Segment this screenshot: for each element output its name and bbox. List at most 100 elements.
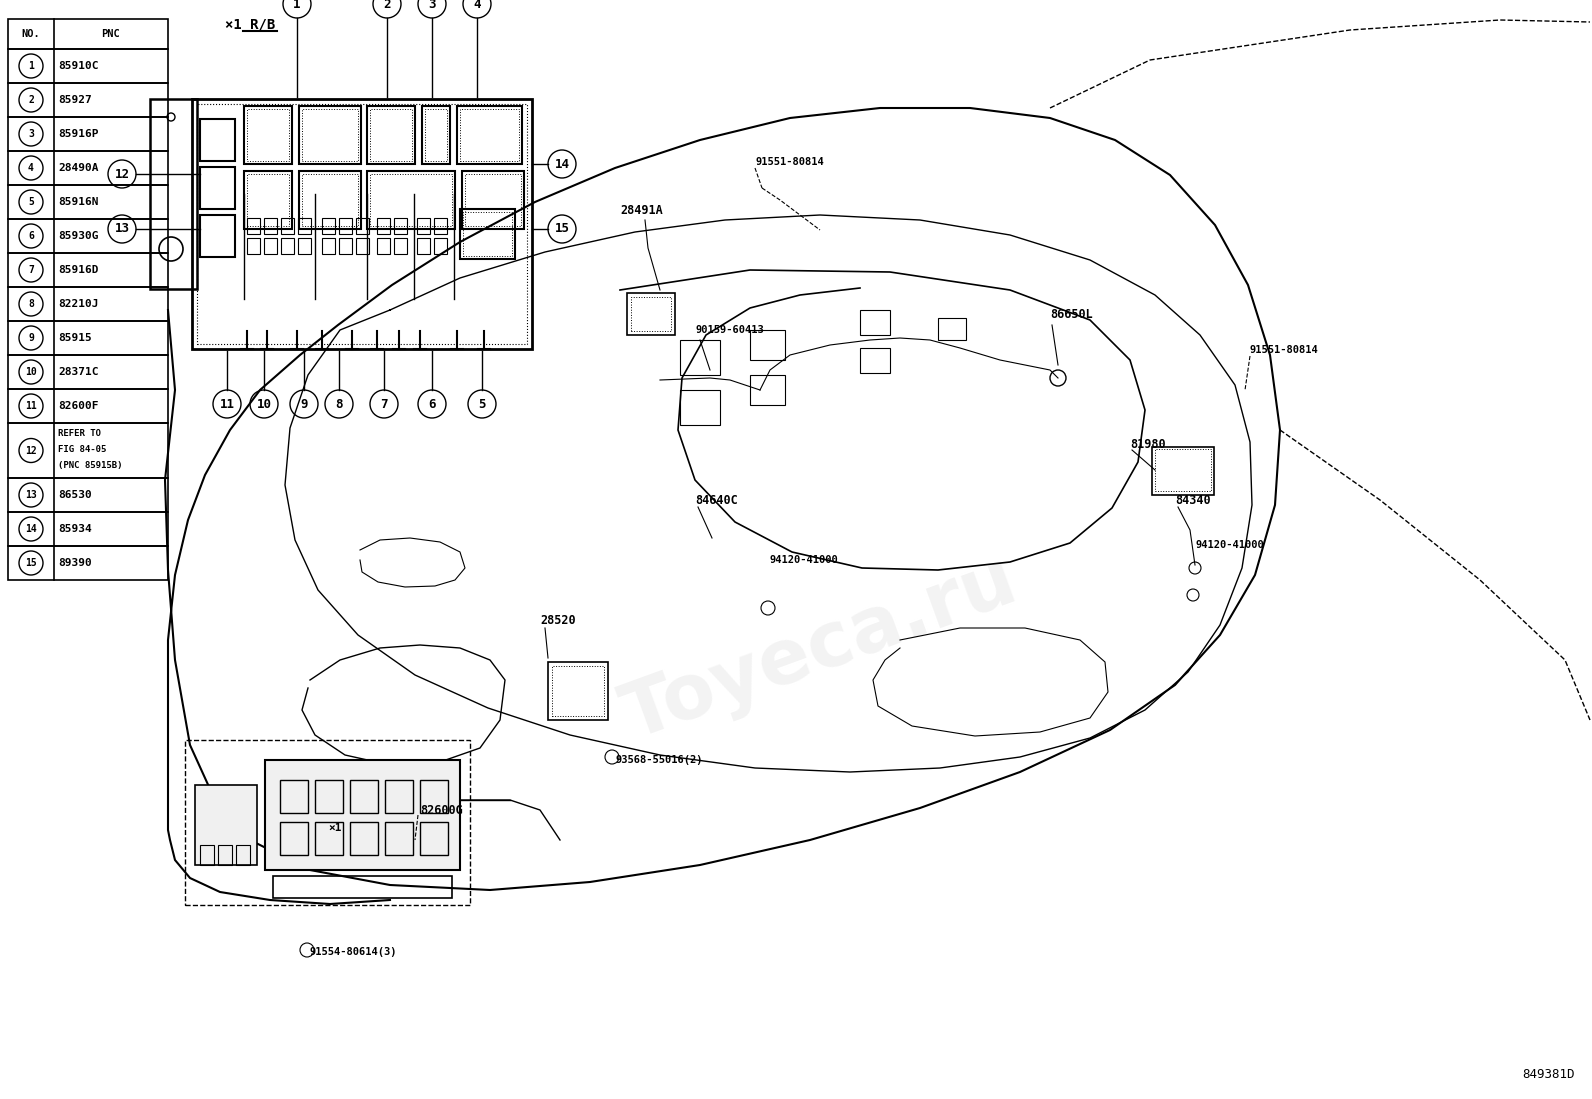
Bar	[8, 287, 169, 321]
Text: 12: 12	[25, 445, 37, 455]
Bar	[298, 218, 310, 234]
Text: 90159-60413: 90159-60413	[696, 325, 764, 335]
Text: 11: 11	[220, 398, 234, 411]
Bar	[1156, 449, 1212, 491]
Bar	[368, 171, 455, 229]
Bar	[8, 219, 169, 253]
Bar	[247, 109, 290, 160]
Bar	[350, 822, 377, 855]
Text: 28491A: 28491A	[619, 203, 662, 217]
Bar	[8, 355, 169, 389]
Text: 5: 5	[478, 398, 486, 411]
Text: 91551-80814: 91551-80814	[1250, 345, 1318, 355]
Bar	[8, 253, 169, 287]
Bar	[393, 238, 408, 254]
Text: 84640C: 84640C	[696, 493, 737, 507]
Bar	[8, 151, 169, 185]
Bar	[201, 167, 236, 209]
Bar	[185, 740, 470, 904]
Bar	[357, 238, 369, 254]
Text: 2: 2	[29, 95, 33, 106]
Bar	[425, 109, 447, 160]
Text: NO.: NO.	[22, 29, 40, 38]
Bar	[630, 297, 670, 331]
Bar	[8, 49, 169, 84]
Text: 2: 2	[384, 0, 390, 11]
Bar	[264, 218, 277, 234]
Text: 82210J: 82210J	[57, 299, 99, 309]
Bar	[282, 238, 295, 254]
Text: 85930G: 85930G	[57, 231, 99, 241]
Text: FIG 84-05: FIG 84-05	[57, 445, 107, 454]
Bar	[194, 785, 256, 865]
Bar	[435, 218, 447, 234]
Bar	[377, 238, 390, 254]
Bar	[322, 238, 334, 254]
Bar	[422, 106, 451, 164]
Bar	[8, 389, 169, 423]
Text: 13: 13	[115, 222, 129, 235]
Bar	[247, 218, 259, 234]
Text: 85915: 85915	[57, 333, 92, 343]
Text: Toyeca.ru: Toyeca.ru	[613, 544, 1027, 755]
Text: 4: 4	[29, 163, 33, 173]
Bar	[457, 106, 522, 164]
Bar	[420, 822, 447, 855]
Bar	[339, 218, 352, 234]
Text: 9: 9	[29, 333, 33, 343]
Bar	[938, 318, 966, 340]
Bar	[280, 780, 307, 813]
Bar	[357, 218, 369, 234]
Bar	[463, 212, 513, 256]
Bar	[8, 116, 169, 151]
Text: 89390: 89390	[57, 558, 92, 568]
Bar	[322, 218, 334, 234]
Text: 15: 15	[554, 222, 570, 235]
Text: 5: 5	[29, 197, 33, 207]
Text: 11: 11	[25, 401, 37, 411]
Bar	[627, 293, 675, 335]
Text: 85916N: 85916N	[57, 197, 99, 207]
Text: 86650L: 86650L	[1051, 309, 1092, 322]
Bar	[247, 174, 290, 226]
Text: 84340: 84340	[1175, 493, 1210, 507]
Text: 85916D: 85916D	[57, 265, 99, 275]
Bar	[244, 171, 291, 229]
Bar	[302, 109, 358, 160]
Text: 14: 14	[25, 524, 37, 534]
Bar	[201, 119, 236, 160]
Text: 94120-41000: 94120-41000	[771, 555, 839, 565]
Text: PNC: PNC	[102, 29, 121, 38]
Bar	[860, 310, 890, 335]
Bar	[264, 238, 277, 254]
Text: 15: 15	[25, 558, 37, 568]
Bar	[272, 876, 452, 898]
Text: 85934: 85934	[57, 524, 92, 534]
Text: 8: 8	[336, 398, 342, 411]
Bar	[417, 218, 430, 234]
Bar	[315, 822, 342, 855]
Text: 85916P: 85916P	[57, 129, 99, 138]
Text: 6: 6	[428, 398, 436, 411]
Text: 7: 7	[29, 265, 33, 275]
Text: 849381D: 849381D	[1522, 1068, 1574, 1081]
Text: 91554-80614(3): 91554-80614(3)	[310, 947, 398, 957]
Bar	[193, 99, 532, 349]
Bar	[236, 845, 250, 865]
Text: 10: 10	[25, 367, 37, 377]
Bar	[860, 348, 890, 373]
Bar	[385, 822, 412, 855]
Text: ×1: ×1	[328, 823, 342, 833]
Text: 85927: 85927	[57, 95, 92, 106]
Bar	[548, 662, 608, 720]
Bar	[247, 238, 259, 254]
Bar	[680, 340, 720, 375]
Bar	[201, 215, 236, 257]
Bar	[197, 104, 527, 344]
Text: 6: 6	[29, 231, 33, 241]
Bar	[150, 99, 197, 289]
Bar	[465, 174, 521, 226]
Bar	[339, 238, 352, 254]
Bar	[282, 218, 295, 234]
Bar	[315, 780, 342, 813]
